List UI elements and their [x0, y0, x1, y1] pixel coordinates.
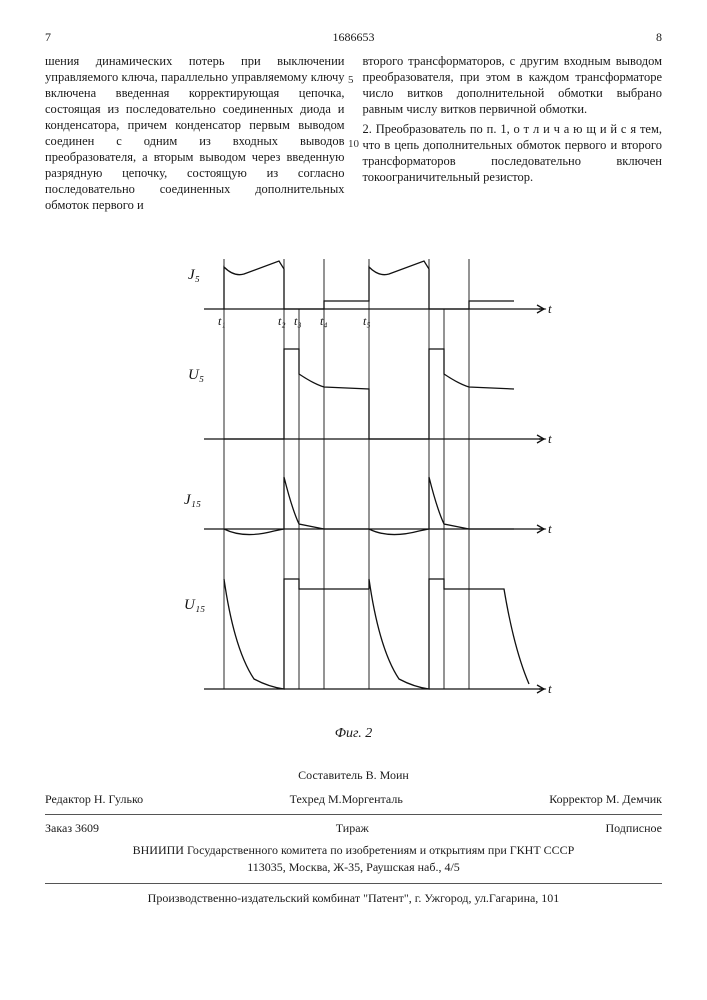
- tick-t4: t₄: [320, 314, 328, 328]
- editor-label: Редактор: [45, 792, 91, 806]
- axis-t-4: t: [548, 681, 552, 696]
- right-paragraph-1: второго трансформаторов, с другим входны…: [363, 53, 663, 117]
- order-number: Заказ 3609: [45, 821, 99, 836]
- footer-line-1: ВНИИПИ Государственного комитета по изоб…: [45, 842, 662, 859]
- right-column: второго трансформаторов, с другим входны…: [363, 53, 663, 217]
- footer-vniipi: ВНИИПИ Государственного комитета по изоб…: [45, 842, 662, 877]
- tick-t5: t₅: [363, 314, 371, 328]
- corrector-label: Корректор: [549, 792, 603, 806]
- ylabel-u15: U₁₅: [184, 597, 205, 613]
- left-paragraph-1: шения динамических потерь при выключении…: [45, 53, 345, 213]
- axis-t-3: t: [548, 521, 552, 536]
- composer-name: В. Моин: [366, 768, 409, 782]
- tick-t3: t₃: [294, 314, 302, 328]
- figure-2: J₅ U₅ J₁₅ U₁₅ t₁ t₂ t₃ t₄ t₅ t t t t Фиг…: [45, 229, 662, 742]
- right-paragraph-2: 2. Преобразователь по п. 1, о т л и ч а …: [363, 121, 663, 185]
- figure-caption: Фиг. 2: [45, 726, 662, 742]
- line-marker-5: 5: [348, 74, 359, 86]
- axis-t-1: t: [548, 301, 552, 316]
- subscription: Подписное: [605, 821, 662, 836]
- techred-label: Техред: [290, 792, 325, 806]
- document-number: 1686653: [333, 30, 375, 45]
- ylabel-j5: J₅: [188, 267, 200, 283]
- footer-patent: Производственно-издательский комбинат "П…: [45, 890, 662, 907]
- composer-label: Составитель: [298, 768, 362, 782]
- techred-name: М.Моргенталь: [328, 792, 403, 806]
- ylabel-j15: J₁₅: [184, 492, 201, 508]
- tick-t1: t₁: [218, 314, 226, 328]
- corrector-name: М. Демчик: [606, 792, 662, 806]
- footer-line-3: Производственно-издательский комбинат "П…: [45, 890, 662, 907]
- ylabel-u5: U₅: [188, 367, 204, 383]
- order-row: Заказ 3609 Тираж Подписное: [45, 821, 662, 836]
- credits-block: Составитель В. Моин Редактор Н. Гулько Т…: [45, 766, 662, 808]
- page-number-left: 7: [45, 30, 51, 45]
- editor-name: Н. Гулько: [94, 792, 143, 806]
- page-number-right: 8: [656, 30, 662, 45]
- line-marker-10: 10: [348, 138, 359, 150]
- divider-2: [45, 883, 662, 884]
- divider-1: [45, 814, 662, 815]
- tick-t2: t₂: [278, 314, 286, 328]
- tirazh: Тираж: [336, 821, 369, 836]
- line-number-markers: 5 10: [348, 74, 359, 150]
- left-column: шения динамических потерь при выключении…: [45, 53, 345, 217]
- waveform-diagram: J₅ U₅ J₁₅ U₁₅ t₁ t₂ t₃ t₄ t₅ t t t t: [144, 229, 564, 719]
- axis-t-2: t: [548, 431, 552, 446]
- footer-line-2: 113035, Москва, Ж-35, Раушская наб., 4/5: [45, 859, 662, 876]
